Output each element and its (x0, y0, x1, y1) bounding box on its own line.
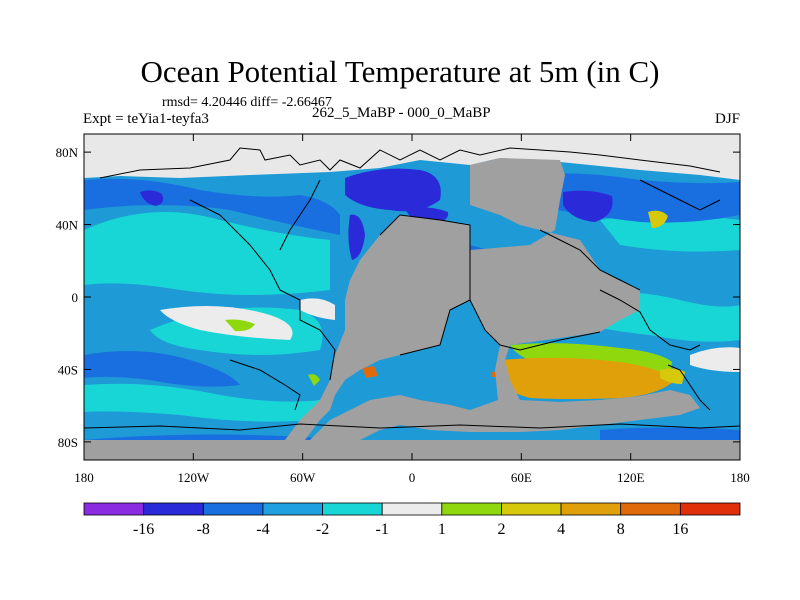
x-tick-label: 0 (409, 470, 416, 485)
colorbar-label: -16 (133, 521, 154, 538)
plot-title: Ocean Potential Temperature at 5m (in C) (140, 54, 660, 89)
y-tick-label: 80S (58, 435, 78, 450)
colorbar-label: -8 (197, 521, 210, 538)
colorbar-swatch (262, 502, 323, 516)
coastlines (84, 147, 740, 431)
season-label: DJF (714, 111, 740, 127)
colorbar-label: 16 (672, 521, 688, 538)
x-tick-label: 120E (617, 470, 645, 485)
y-tick-label: 40S (58, 362, 78, 377)
colorbar-swatch (83, 502, 145, 516)
colorbar-swatch (620, 502, 681, 516)
colorbar-swatch (679, 502, 741, 516)
colorbar-label: 4 (557, 521, 565, 538)
colorbar-swatch (143, 502, 204, 516)
colorbar-label: 8 (617, 521, 625, 538)
stats-text: rmsd= 4.20446 diff= -2.66467 (162, 95, 332, 110)
x-tick-label: 60E (511, 470, 532, 485)
colorbar-label: -2 (316, 521, 329, 538)
colorbar-label: 1 (438, 521, 446, 538)
colorbar-swatch (501, 502, 562, 516)
colorbar-swatch (381, 502, 443, 516)
colorbar-label: -4 (256, 521, 269, 538)
x-tick-label: 60W (290, 470, 316, 485)
subtitle: 262_5_MaBP - 000_0_MaBP (312, 105, 491, 121)
colorbar-label: 2 (497, 521, 505, 538)
x-tick-label: 120W (177, 470, 210, 485)
colorbar-swatch (560, 502, 622, 516)
colorbar-swatch (202, 502, 264, 516)
colorbar-swatch (322, 502, 383, 516)
colorbar: -16 -8 -4 -2 -1 1 2 4 8 16 (83, 502, 741, 538)
y-tick-label: 40N (56, 218, 79, 233)
experiment-label: Expt = teYia1-teyfa3 (83, 111, 209, 127)
x-axis: 180 120W 60W 0 60E 120E 180 (74, 134, 750, 485)
y-tick-label: 0 (72, 290, 79, 305)
colorbar-swatch (441, 502, 502, 516)
land-masses (84, 158, 740, 460)
x-tick-label: 180 (74, 470, 94, 485)
colorbar-label: -1 (376, 521, 389, 538)
x-tick-label: 180 (730, 470, 750, 485)
map-panel: 180 120W 60W 0 60E 120E 180 80N 40N 0 40S 80S (56, 133, 750, 485)
y-axis: 80N 40N 0 40S 80S (56, 145, 740, 450)
y-tick-label: 80N (56, 145, 79, 160)
